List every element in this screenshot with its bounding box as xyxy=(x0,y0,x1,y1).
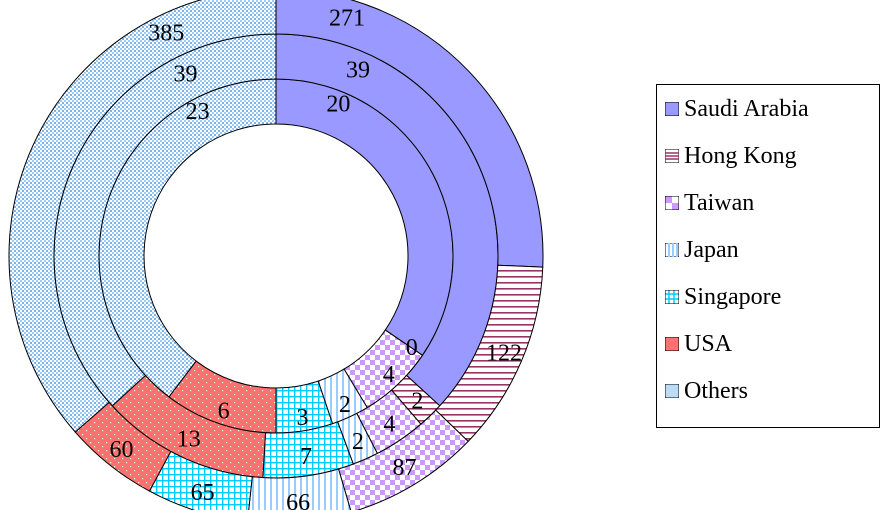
legend-swatch-others xyxy=(665,384,679,398)
legend-item-japan: Japan xyxy=(665,236,739,264)
label-middle-taiwan: 4 xyxy=(383,411,395,437)
label-middle-usa: 13 xyxy=(177,426,201,452)
legend-label-hong-kong: Hong Kong xyxy=(684,142,797,169)
legend-item-usa: USA xyxy=(665,330,732,358)
label-middle-saudi-arabia: 39 xyxy=(346,57,370,83)
legend-label-others: Others xyxy=(684,377,748,404)
segment-outer-others xyxy=(8,0,277,433)
legend-label-taiwan: Taiwan xyxy=(684,189,755,216)
label-inner-saudi-arabia: 20 xyxy=(326,91,350,117)
label-middle-japan: 2 xyxy=(352,429,364,455)
label-inner-others: 23 xyxy=(186,99,210,125)
label-inner-usa: 6 xyxy=(218,398,230,424)
legend-label-saudi-arabia: Saudi Arabia xyxy=(684,95,809,122)
legend-label-usa: USA xyxy=(684,330,733,357)
label-outer-japan: 66 xyxy=(286,490,310,510)
label-inner-japan: 2 xyxy=(339,392,351,418)
legend-swatch-singapore xyxy=(665,290,679,304)
label-outer-usa: 60 xyxy=(110,437,134,463)
legend-swatch-taiwan xyxy=(665,196,679,210)
label-outer-singapore: 65 xyxy=(191,480,215,506)
legend-item-singapore: Singapore xyxy=(665,283,781,311)
legend-swatch-saudi-arabia xyxy=(665,102,679,116)
legend-item-taiwan: Taiwan xyxy=(665,189,754,217)
legend-label-japan: Japan xyxy=(684,236,739,263)
legend-item-saudi-arabia: Saudi Arabia xyxy=(665,95,809,123)
legend-swatch-usa xyxy=(665,337,679,351)
label-outer-taiwan: 87 xyxy=(392,455,416,481)
label-inner-singapore: 3 xyxy=(297,405,309,431)
legend-label-singapore: Singapore xyxy=(684,283,782,310)
label-outer-hong-kong: 122 xyxy=(486,341,522,367)
label-inner-taiwan: 4 xyxy=(383,362,395,388)
legend-swatch-japan xyxy=(665,243,679,257)
chart-segments xyxy=(8,0,544,510)
legend-item-hong-kong: Hong Kong xyxy=(665,142,797,170)
label-outer-others: 385 xyxy=(148,21,184,47)
label-middle-others: 39 xyxy=(173,61,197,87)
legend-item-others: Others xyxy=(665,377,748,405)
label-outer-saudi-arabia: 271 xyxy=(329,5,365,31)
label-middle-hong-kong: 2 xyxy=(411,389,423,415)
label-middle-singapore: 7 xyxy=(300,444,312,470)
label-inner-hong-kong: 0 xyxy=(406,335,418,361)
legend-swatch-hong-kong xyxy=(665,149,679,163)
chart-legend: Saudi Arabia Hong Kong Taiwan Japan Singapor… xyxy=(656,84,880,428)
